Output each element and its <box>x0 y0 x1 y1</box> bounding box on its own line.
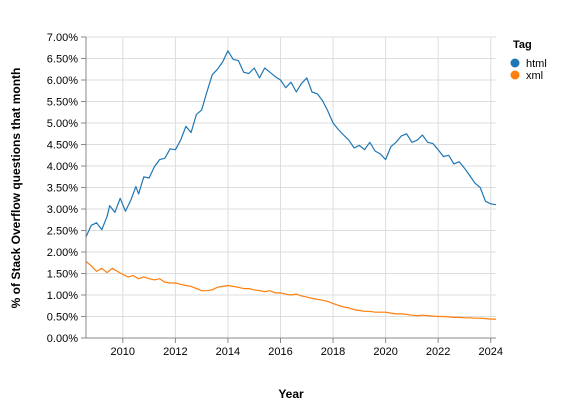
y-tick-label: 0.00% <box>47 333 78 345</box>
y-tick-label: 5.00% <box>47 118 78 130</box>
y-axis-ticks: 0.00% 0.50% 1.00% 1.50% 2.00% 2.50% 3.00% 3.50%… <box>47 32 86 345</box>
series-line-html <box>85 50 497 238</box>
y-tick-label: 6.50% <box>47 54 78 66</box>
y-tick-label: 2.50% <box>47 226 78 238</box>
x-tick-label: 2018 <box>321 346 345 358</box>
y-tick-label: 4.50% <box>47 140 78 152</box>
legend-swatch-xml <box>510 70 520 80</box>
legend-swatch-html <box>510 58 520 68</box>
y-tick-label: 3.50% <box>47 183 78 195</box>
y-tick-label: 7.00% <box>47 32 78 44</box>
x-tick-label: 2016 <box>268 346 292 358</box>
x-tick-label: 2014 <box>216 346 240 358</box>
x-tick-label: 2020 <box>373 346 397 358</box>
series-line-xml <box>85 261 496 320</box>
series-lines <box>85 50 497 320</box>
x-tick-label: 2010 <box>111 346 135 358</box>
y-axis-title: % of Stack Overflow questions that month <box>9 68 23 309</box>
y-tick-label: 2.00% <box>47 247 78 259</box>
x-axis-title: Year <box>278 387 304 401</box>
y-tick-label: 1.00% <box>47 290 78 302</box>
y-tick-label: 6.00% <box>47 75 78 87</box>
x-tick-label: 2024 <box>479 346 503 358</box>
legend-title: Tag <box>513 39 532 51</box>
y-tick-label: 0.50% <box>47 312 78 324</box>
x-tick-label: 2012 <box>163 346 187 358</box>
grid <box>86 36 496 339</box>
y-tick-label: 1.50% <box>47 269 78 281</box>
y-tick-label: 5.50% <box>47 97 78 109</box>
legend-label-xml: xml <box>526 70 543 82</box>
y-tick-label: 3.00% <box>47 204 78 216</box>
x-axis-ticks: 2010 2012 2014 2016 2018 2020 2022 2024 <box>111 338 503 358</box>
legend-label-html: html <box>526 58 547 70</box>
y-tick-label: 4.00% <box>47 161 78 173</box>
x-tick-label: 2022 <box>426 346 450 358</box>
